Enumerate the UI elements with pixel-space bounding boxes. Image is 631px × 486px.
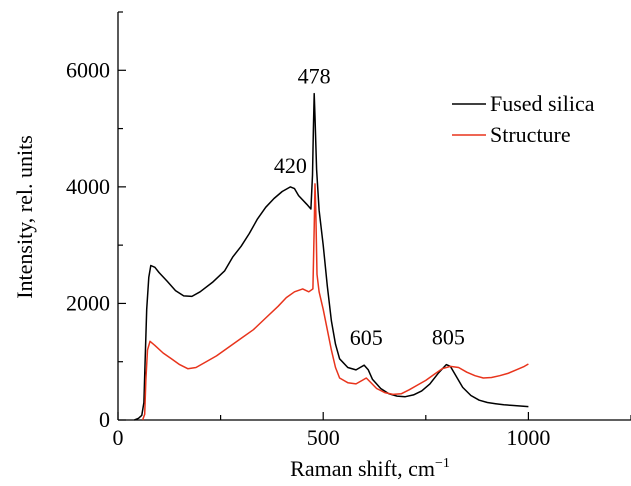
peak-label-478: 478	[298, 64, 331, 89]
legend-label-fused-silica: Fused silica	[490, 91, 595, 116]
peak-label-605: 605	[350, 325, 383, 350]
series-group	[134, 92, 529, 421]
x-tick-label: 500	[307, 425, 340, 450]
legend: Fused silica Structure	[452, 91, 595, 147]
series-line-fused-silica	[134, 92, 529, 421]
y-axis-label: Intensity, rel. units	[12, 135, 37, 299]
y-tick-label: 0	[99, 407, 110, 432]
y-tick-label: 4000	[66, 174, 110, 199]
x-axis-label-main: Raman shift, cm	[290, 456, 435, 481]
series-line-structure	[141, 183, 529, 421]
x-tick-label: 1000	[506, 425, 550, 450]
legend-label-structure: Structure	[490, 122, 571, 147]
x-axis-label-superscript: −1	[435, 456, 450, 471]
peak-label-420: 420	[274, 153, 307, 178]
annotation-group: 420 478 605 805	[274, 64, 465, 351]
peak-label-805: 805	[432, 325, 465, 350]
axes: 0 2000 4000 6000 0 500 1000	[66, 11, 631, 450]
x-axis-label: Raman shift, cm−1	[290, 456, 450, 481]
x-tick-label: 0	[113, 425, 124, 450]
y-tick-label: 6000	[66, 57, 110, 82]
y-tick-label: 2000	[66, 290, 110, 315]
